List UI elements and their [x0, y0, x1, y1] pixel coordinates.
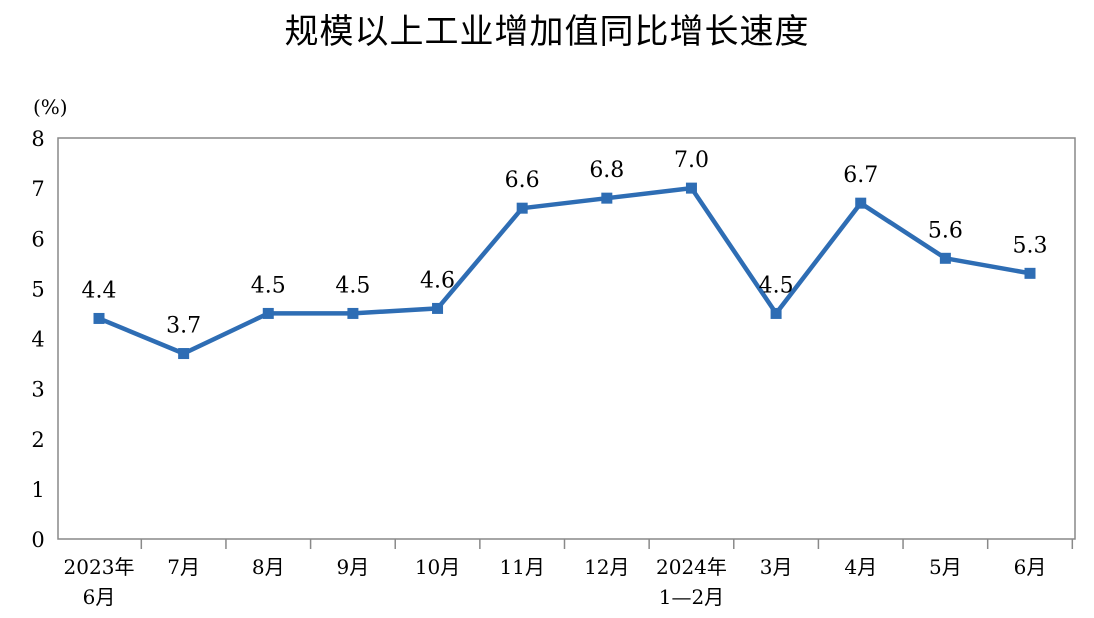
data-point — [347, 307, 359, 319]
y-tick-label: 8 — [31, 127, 44, 151]
y-tick-label: 7 — [31, 177, 44, 201]
x-tick-label: 8月 — [252, 555, 285, 579]
x-axis-tick-labels: 2023年 6月 7月 8月 9月 10月 11月 12月 2024年 1—2月 3月 4月 5月 6月 — [64, 555, 1047, 609]
data-point-markers — [93, 182, 1036, 360]
data-label: 4.6 — [420, 268, 455, 293]
data-label: 6.6 — [505, 168, 540, 193]
data-label: 3.7 — [166, 314, 201, 339]
y-axis-tick-labels: 0 1 2 3 4 5 6 7 8 — [31, 127, 44, 552]
y-tick-label: 1 — [31, 478, 44, 502]
data-point — [516, 202, 528, 214]
y-tick-label: 4 — [31, 328, 44, 352]
data-label: 5.6 — [928, 218, 963, 243]
data-point — [685, 182, 697, 194]
x-tick-label: 2023年 — [64, 555, 135, 579]
data-label: 4.5 — [335, 273, 370, 298]
x-tick-label: 2024年 — [656, 555, 727, 579]
x-tick-label: 11月 — [499, 555, 544, 579]
data-point — [601, 192, 613, 204]
data-label: 4.5 — [251, 273, 286, 298]
data-point — [770, 307, 782, 319]
data-label: 4.5 — [759, 273, 794, 298]
series-line — [98, 185, 1031, 356]
data-label: 7.0 — [674, 148, 709, 173]
x-tick-label: 9月 — [337, 555, 370, 579]
x-tick-label: 7月 — [167, 555, 200, 579]
data-label: 4.4 — [82, 278, 117, 303]
x-tick-label: 4月 — [844, 555, 877, 579]
x-tick-label: 3月 — [760, 555, 793, 579]
x-tick-label: 10月 — [415, 555, 460, 579]
data-point — [93, 312, 105, 324]
data-label: 6.8 — [589, 158, 624, 183]
y-tick-label: 2 — [31, 428, 44, 452]
data-labels: 4.4 3.7 4.5 4.5 4.6 6.6 6.8 7.0 4.5 6.7 5.6 5.3 — [82, 148, 1048, 338]
series-line-group — [98, 185, 1031, 356]
data-label: 5.3 — [1013, 233, 1048, 258]
x-axis-ticks — [140, 539, 1074, 549]
data-point — [432, 302, 444, 314]
y-tick-label: 5 — [31, 277, 44, 301]
data-label: 6.7 — [843, 163, 878, 188]
y-tick-label: 6 — [31, 227, 44, 251]
y-axis-unit-label: (%) — [33, 95, 68, 119]
data-point — [939, 252, 951, 264]
plot-area-frame — [57, 137, 1076, 540]
data-point — [1024, 267, 1036, 279]
data-point — [178, 348, 190, 360]
y-tick-label: 3 — [31, 378, 44, 402]
data-point — [262, 307, 274, 319]
x-tick-label: 6月 — [83, 585, 116, 609]
y-tick-label: 0 — [31, 528, 44, 552]
x-tick-label: 5月 — [929, 555, 962, 579]
x-tick-label: 1—2月 — [659, 585, 724, 609]
x-tick-label: 12月 — [584, 555, 629, 579]
data-point — [855, 197, 867, 209]
chart-title: 规模以上工业增加值同比增长速度 — [284, 12, 810, 52]
x-tick-label: 6月 — [1014, 555, 1047, 579]
